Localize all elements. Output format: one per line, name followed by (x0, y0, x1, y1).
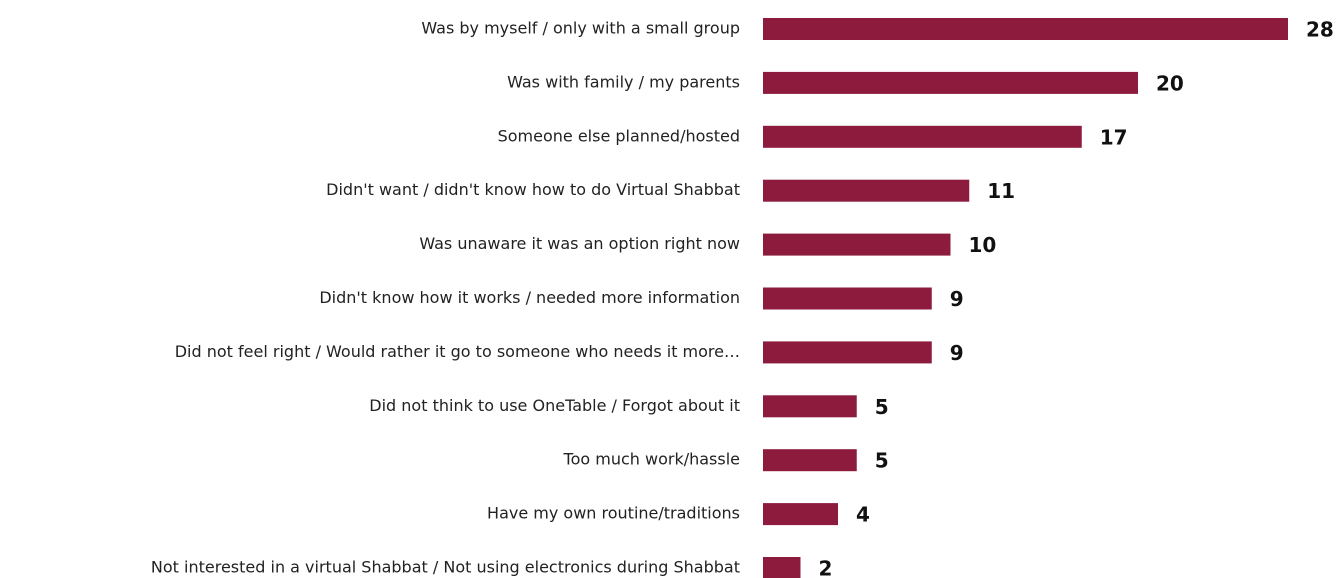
bar (763, 179, 970, 202)
value-label: 11 (987, 179, 1015, 203)
value-label: 5 (875, 395, 889, 419)
bar (763, 233, 951, 256)
bar (763, 503, 838, 526)
bar (763, 287, 932, 310)
category-label: Was unaware it was an option right now (419, 234, 740, 253)
value-label: 9 (950, 287, 964, 311)
bar (763, 18, 1288, 40)
category-label: Not interested in a virtual Shabbat / No… (151, 558, 740, 577)
value-label: 10 (969, 233, 997, 257)
category-label: Did not think to use OneTable / Forgot a… (369, 396, 740, 415)
category-label: Someone else planned/hosted (498, 126, 740, 145)
value-label: 4 (856, 503, 870, 527)
value-label: 20 (1156, 71, 1184, 95)
value-label: 2 (819, 557, 833, 578)
category-label: Didn't know how it works / needed more i… (319, 288, 740, 307)
category-label: Did not feel right / Would rather it go … (175, 342, 740, 361)
bar (763, 71, 1138, 94)
category-label: Was by myself / only with a small group (421, 19, 740, 38)
bar (763, 341, 932, 364)
bar (763, 449, 857, 472)
value-label: 9 (950, 341, 964, 365)
category-label: Too much work/hassle (563, 450, 740, 469)
category-label: Didn't want / didn't know how to do Virt… (326, 180, 740, 199)
bar (763, 125, 1082, 148)
value-label: 17 (1100, 125, 1128, 149)
value-label: 5 (875, 449, 889, 473)
value-label: 28 (1306, 18, 1334, 42)
category-label: Was with family / my parents (507, 72, 740, 91)
bar (763, 395, 857, 418)
category-label: Have my own routine/traditions (487, 504, 740, 523)
bar (763, 557, 801, 578)
